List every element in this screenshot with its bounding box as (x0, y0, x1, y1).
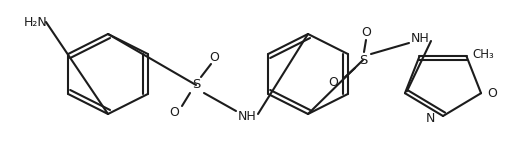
Text: S: S (191, 78, 200, 91)
Text: H₂N: H₂N (24, 16, 48, 29)
Text: N: N (425, 111, 434, 124)
Text: NH: NH (238, 111, 256, 123)
Text: O: O (327, 75, 337, 89)
Text: O: O (486, 87, 496, 100)
Text: CH₃: CH₃ (471, 48, 493, 61)
Text: O: O (209, 50, 218, 63)
Text: NH: NH (410, 32, 429, 45)
Text: S: S (358, 53, 366, 66)
Text: O: O (360, 25, 370, 38)
Text: O: O (168, 107, 179, 119)
